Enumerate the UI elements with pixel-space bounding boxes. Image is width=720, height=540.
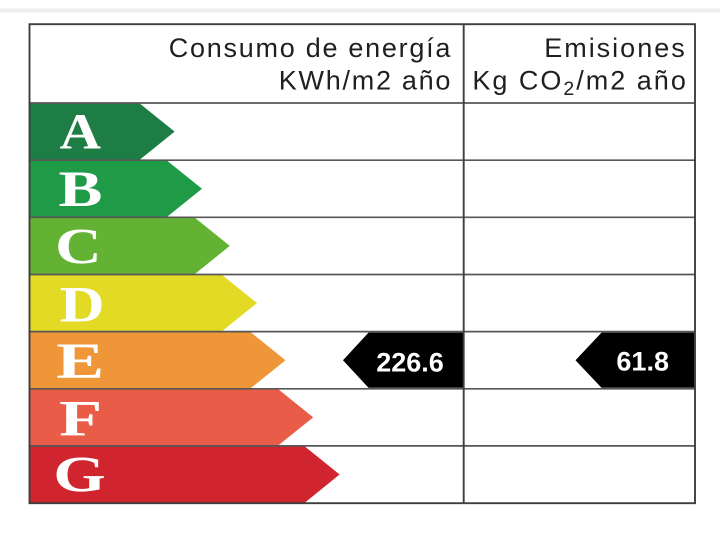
svg-text:Consumo de energía: Consumo de energía [169,33,452,63]
svg-text:D: D [60,278,105,334]
svg-text:B: B [59,162,103,218]
svg-text:Emisiones: Emisiones [544,33,687,63]
svg-text:226.6: 226.6 [376,347,444,377]
svg-text:A: A [60,105,102,161]
svg-text:F: F [59,391,102,447]
svg-text:C: C [55,220,102,276]
svg-text:KWh/m2 año: KWh/m2 año [279,65,452,95]
svg-text:G: G [53,447,106,503]
svg-text:61.8: 61.8 [616,347,669,377]
svg-text:Kg CO2/m2 año: Kg CO2/m2 año [472,65,687,100]
svg-text:E: E [56,334,104,390]
